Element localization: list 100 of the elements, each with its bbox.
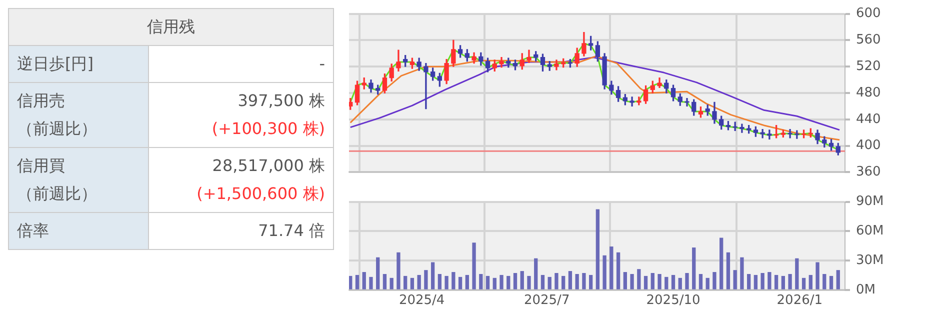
bar <box>382 274 387 290</box>
bar <box>404 276 408 290</box>
y-tick-label: 400 <box>856 138 881 154</box>
bar <box>602 255 606 290</box>
bar <box>760 273 764 290</box>
bar <box>520 271 524 290</box>
category-label: 逆日歩[円] <box>17 54 94 73</box>
bar <box>479 274 483 290</box>
text: 71.74 倍 <box>258 221 325 240</box>
bar <box>396 252 400 290</box>
bar <box>754 274 758 290</box>
bar <box>486 276 490 290</box>
category-label: 信用買 <box>17 156 65 175</box>
bar <box>362 272 366 290</box>
bar <box>492 278 496 290</box>
bar <box>458 276 462 290</box>
bar <box>424 270 428 290</box>
bar <box>554 273 558 290</box>
bar <box>465 274 469 290</box>
bar <box>712 272 716 290</box>
candlestick <box>760 128 765 138</box>
text: 信用残 <box>8 8 334 46</box>
bar <box>582 273 586 290</box>
bar <box>650 273 654 290</box>
bar <box>588 274 593 290</box>
bar <box>438 274 442 290</box>
y-tick-label: 30M <box>856 252 884 268</box>
bar <box>637 269 641 290</box>
candlestick <box>767 130 772 140</box>
bar <box>376 257 380 290</box>
bar <box>822 274 826 290</box>
bar <box>768 272 772 290</box>
bar <box>644 276 648 290</box>
text: (+100,300 株) <box>212 119 325 138</box>
bar <box>795 258 799 290</box>
bar <box>726 252 730 290</box>
bar <box>568 271 572 290</box>
x-tick-label: 2025/7 <box>524 293 570 308</box>
bar <box>452 272 456 290</box>
candlestick <box>788 128 792 138</box>
bar <box>548 276 552 290</box>
bar <box>692 248 696 290</box>
bar <box>575 274 579 290</box>
text: (+1,500,600 株) <box>196 184 325 203</box>
bar <box>562 276 566 290</box>
bar <box>355 274 360 290</box>
bar <box>802 278 806 290</box>
candlestick <box>424 62 428 110</box>
candlestick <box>630 96 634 107</box>
bar <box>816 262 820 290</box>
bar <box>685 273 689 290</box>
bar <box>781 276 785 290</box>
text: - <box>319 54 325 73</box>
text: 397,500 株 <box>238 91 325 110</box>
bar <box>534 258 538 290</box>
bar <box>720 238 724 290</box>
y-tick-label: 480 <box>856 85 881 100</box>
y-tick-label: 440 <box>856 112 881 127</box>
bar <box>658 274 662 290</box>
bar <box>500 274 504 290</box>
bar <box>630 274 634 290</box>
bar <box>706 278 710 290</box>
bar <box>740 257 744 290</box>
bar <box>596 209 600 290</box>
bar <box>623 272 627 290</box>
y-tick-label: 0M <box>856 282 876 298</box>
x-tick-label: 2025/10 <box>646 293 700 308</box>
text: 28,517,000 株 <box>212 156 325 175</box>
bar <box>836 270 840 290</box>
bar <box>444 276 448 290</box>
bar <box>410 278 414 290</box>
bar <box>430 262 435 290</box>
bar <box>513 273 518 290</box>
x-tick-label: 2026/1 <box>776 293 823 308</box>
bar <box>616 252 620 290</box>
y-tick-label: 560 <box>856 32 881 48</box>
y-tick-label: 60M <box>856 224 884 239</box>
x-tick-label: 2025/4 <box>398 293 445 308</box>
category-label: （前週比） <box>17 184 97 203</box>
bar <box>733 270 737 290</box>
category-label: 倍率 <box>17 221 49 240</box>
y-tick-label: 90M <box>856 194 884 210</box>
bar <box>671 274 676 290</box>
bar <box>808 274 812 290</box>
bar <box>610 246 614 290</box>
bar <box>829 276 834 290</box>
bar <box>664 276 668 290</box>
bar <box>349 276 352 290</box>
bar <box>390 278 394 290</box>
y-tick-label: 520 <box>856 58 881 74</box>
category-label: 信用売 <box>17 91 65 110</box>
y-tick-label: 360 <box>856 164 881 180</box>
category-label: （前週比） <box>17 119 97 138</box>
candlestick <box>740 124 744 133</box>
bar <box>527 276 531 290</box>
bar <box>678 278 682 290</box>
bar <box>417 274 421 290</box>
bar <box>540 274 545 290</box>
bar <box>472 242 476 290</box>
y-tick-label: 600 <box>856 6 881 22</box>
